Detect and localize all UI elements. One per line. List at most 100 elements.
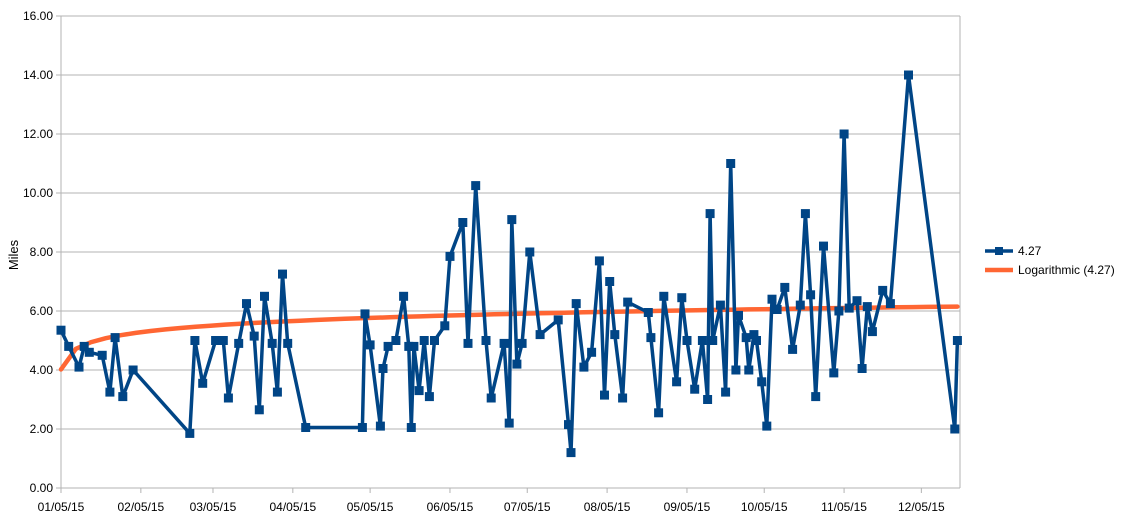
data-point — [744, 365, 754, 375]
data-point — [458, 218, 468, 227]
data-point — [471, 181, 481, 191]
data-point — [715, 300, 725, 310]
x-tick-label: 07/05/15 — [504, 500, 551, 514]
data-point — [952, 336, 962, 345]
data-point — [677, 293, 687, 303]
data-point — [375, 421, 385, 431]
y-tick-label: 10.00 — [23, 186, 53, 200]
data-point — [190, 336, 200, 345]
data-point — [249, 331, 259, 341]
data-point — [654, 408, 664, 418]
y-tick-label: 6.00 — [30, 304, 54, 318]
data-point — [272, 387, 282, 397]
data-point — [752, 336, 761, 345]
data-point — [749, 330, 759, 340]
data-point — [566, 448, 576, 458]
x-tick-label: 08/05/15 — [584, 500, 631, 514]
data-point — [862, 302, 872, 312]
data-point — [811, 392, 821, 402]
data-point — [553, 315, 563, 325]
data-point — [605, 277, 615, 286]
data-point — [579, 362, 589, 372]
x-tick-label: 11/05/15 — [821, 500, 867, 514]
data-point — [878, 285, 888, 295]
y-axis-title: Miles — [6, 239, 21, 270]
data-point — [445, 251, 455, 261]
data-point — [64, 341, 74, 351]
data-point — [726, 159, 736, 168]
x-tick-label: 04/05/15 — [269, 500, 316, 514]
data-point — [254, 405, 264, 415]
y-tick-label: 4.00 — [30, 363, 54, 377]
data-point — [218, 336, 228, 345]
data-point — [118, 392, 128, 402]
y-tick-label: 16.00 — [23, 9, 53, 23]
data-point — [499, 338, 509, 348]
data-point — [867, 327, 877, 337]
data-point — [440, 321, 450, 331]
data-point — [378, 364, 388, 373]
data-point — [383, 341, 393, 351]
data-point — [419, 336, 429, 345]
data-point — [535, 330, 545, 340]
data-point — [571, 299, 581, 309]
data-point — [800, 209, 810, 219]
data-point — [587, 347, 597, 357]
data-point — [463, 338, 473, 348]
data-point — [767, 294, 777, 304]
y-tick-label: 2.00 — [30, 422, 54, 436]
data-point — [690, 384, 700, 394]
x-tick-label: 05/05/15 — [347, 500, 394, 514]
data-point — [885, 299, 895, 309]
data-point — [301, 423, 311, 432]
x-tick-label: 09/05/15 — [664, 500, 711, 514]
x-tick-label: 06/05/15 — [427, 500, 474, 514]
y-tick-label: 0.00 — [30, 481, 54, 495]
data-point — [741, 333, 751, 343]
data-point — [772, 305, 782, 314]
data-point — [399, 291, 409, 301]
data-point — [105, 387, 115, 397]
data-point — [211, 336, 221, 345]
data-point — [623, 297, 633, 307]
data-point — [734, 310, 743, 320]
data-point — [97, 350, 107, 360]
legend-label-trendline: Logarithmic (4.27) — [1018, 263, 1115, 277]
x-tick-label: 01/05/15 — [38, 500, 85, 514]
series-line — [59, 73, 960, 455]
tick-labels: 0.00 2.00 4.00 6.00 8.00 10.00 12.00 14.00 16.00… — [23, 9, 945, 514]
data-point — [128, 365, 138, 375]
data-point — [267, 338, 277, 348]
data-point — [780, 282, 790, 292]
data-point — [594, 256, 604, 266]
data-point — [795, 300, 805, 310]
data-point — [834, 306, 844, 316]
data-point — [430, 336, 439, 345]
data-point — [414, 386, 424, 396]
data-point — [512, 359, 522, 369]
data-point — [79, 341, 89, 351]
axes — [56, 15, 961, 493]
data-point — [844, 303, 854, 313]
data-point — [806, 290, 816, 300]
data-point — [600, 390, 609, 400]
data-point — [705, 209, 715, 219]
data-point — [223, 393, 233, 403]
data-point — [672, 377, 682, 387]
data-point — [610, 330, 620, 340]
data-point — [564, 420, 573, 430]
data-point — [643, 308, 653, 317]
x-tick-label: 12/05/15 — [898, 500, 945, 514]
data-point — [950, 424, 960, 434]
data-point — [517, 338, 527, 348]
data-point — [260, 291, 269, 301]
legend: 4.27 Logarithmic (4.27) — [985, 244, 1115, 277]
data-point — [703, 395, 713, 404]
data-point — [360, 309, 370, 319]
x-tick-label: 03/05/15 — [190, 500, 237, 514]
x-tick-label: 02/05/15 — [117, 500, 164, 514]
data-point — [56, 325, 66, 335]
data-point — [357, 423, 367, 432]
